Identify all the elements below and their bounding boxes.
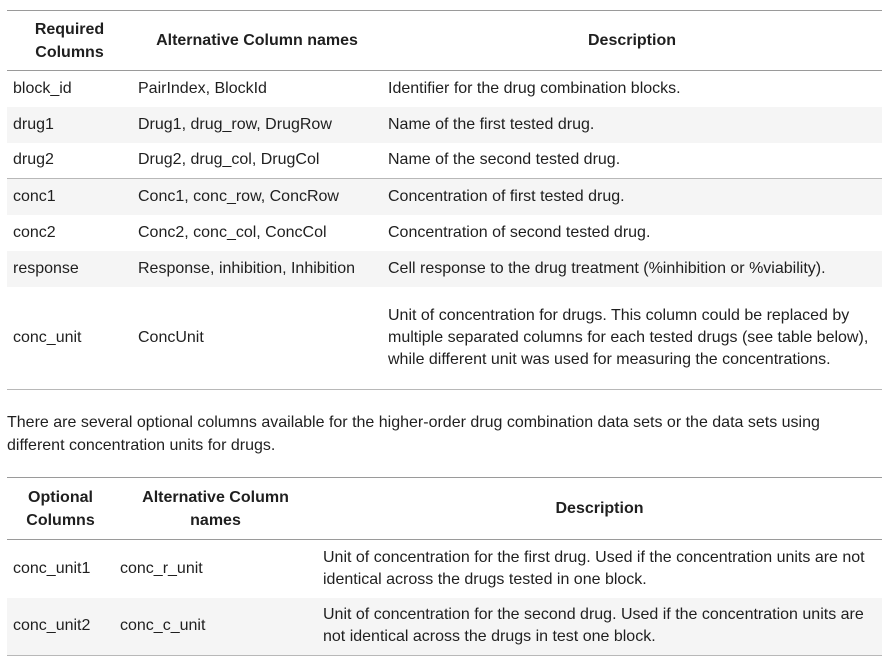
required-columns-table: Required Columns Alternative Column name… <box>7 10 882 390</box>
cell-description: Identifier for the drug combination bloc… <box>388 79 681 97</box>
table-row: block_id PairIndex, BlockId Identifier f… <box>7 71 882 107</box>
cell-column-name: conc1 <box>13 187 56 205</box>
optional-columns-table: Optional Columns Alternative Column name… <box>7 477 882 656</box>
table-row: conc1 Conc1, conc_row, ConcRow Concentra… <box>7 178 882 215</box>
table-header-row: Optional Columns Alternative Column name… <box>7 477 882 540</box>
cell-column-name: block_id <box>13 79 72 97</box>
cell-description: Concentration of second tested drug. <box>388 223 651 241</box>
table-row: conc2 Conc2, conc_col, ConcCol Concentra… <box>7 215 882 251</box>
header-description: Description <box>587 32 676 49</box>
cell-alternatives: Drug1, drug_row, DrugRow <box>138 115 332 133</box>
cell-alternatives: Drug2, drug_col, DrugCol <box>138 151 320 169</box>
cell-alternatives: Response, inhibition, Inhibition <box>138 259 356 277</box>
cell-alternatives: Conc2, conc_col, ConcCol <box>138 223 327 241</box>
cell-column-name: conc_unit <box>13 328 82 346</box>
cell-column-name: drug1 <box>13 115 54 133</box>
cell-alternatives: conc_c_unit <box>120 617 206 635</box>
cell-alternatives: conc_r_unit <box>120 559 203 577</box>
header-optional-columns: Optional Columns <box>26 488 95 529</box>
cell-column-name: conc_unit1 <box>13 559 91 577</box>
cell-alternatives: PairIndex, BlockId <box>138 79 267 97</box>
header-alternative-column-names: Alternative Column names <box>156 32 358 49</box>
header-required-columns: Required Columns <box>34 20 105 61</box>
cell-description: Concentration of first tested drug. <box>388 187 625 205</box>
cell-alternatives: Conc1, conc_row, ConcRow <box>138 187 339 205</box>
cell-description: Unit of concentration for the first drug… <box>323 548 865 588</box>
cell-description: Unit of concentration for the second dru… <box>323 606 864 646</box>
table-row: response Response, inhibition, Inhibitio… <box>7 250 882 287</box>
table-row: conc_unit1 conc_r_unit Unit of concentra… <box>7 540 882 598</box>
optional-columns-paragraph: There are several optional columns avail… <box>7 414 820 454</box>
cell-column-name: response <box>13 259 79 277</box>
table-row: conc_unit ConcUnit Unit of concentration… <box>7 287 882 390</box>
cell-alternatives: ConcUnit <box>138 328 204 346</box>
cell-column-name: conc2 <box>13 223 56 241</box>
cell-description: Name of the first tested drug. <box>388 115 595 133</box>
table-row: drug1 Drug1, drug_row, DrugRow Name of t… <box>7 106 882 143</box>
cell-column-name: drug2 <box>13 151 54 169</box>
cell-description: Name of the second tested drug. <box>388 151 621 169</box>
header-alternative-column-names: Alternative Column names <box>142 488 289 529</box>
table-row: conc_unit2 conc_c_unit Unit of concentra… <box>7 597 882 656</box>
table-header-row: Required Columns Alternative Column name… <box>7 10 882 71</box>
cell-description: Unit of concentration for drugs. This co… <box>388 306 869 368</box>
cell-column-name: conc_unit2 <box>13 617 91 635</box>
header-description: Description <box>555 500 644 517</box>
cell-description: Cell response to the drug treatment (%in… <box>388 259 826 277</box>
table-row: drug2 Drug2, drug_col, DrugCol Name of t… <box>7 143 882 179</box>
